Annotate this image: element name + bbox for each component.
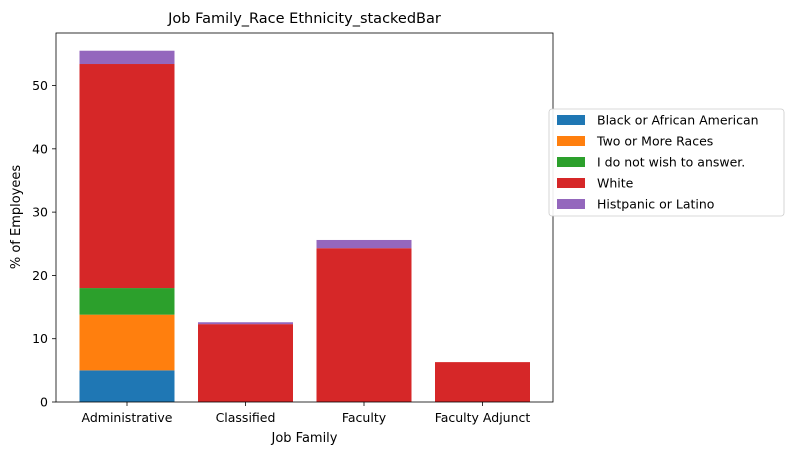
- x-tick-label: Classified: [216, 410, 276, 425]
- y-axis: 0 10 20 30 40 50: [32, 78, 56, 410]
- bar-classified-series-3: [198, 324, 293, 402]
- legend-frame: [548, 108, 785, 217]
- x-tick-label: Faculty: [342, 410, 387, 425]
- legend-swatch: [557, 115, 585, 125]
- legend: Black or African American Two or More Rac…: [548, 108, 785, 217]
- legend-swatch: [557, 136, 585, 146]
- legend-label: Black or African American: [597, 113, 759, 128]
- y-tick-label: 20: [32, 268, 48, 283]
- legend-swatch: [557, 199, 585, 209]
- bar-administrative-series-4: [79, 50, 175, 65]
- legend-label: Histpanic or Latino: [597, 197, 714, 212]
- x-axis: Administrative Classified Faculty Faculty A…: [82, 402, 531, 425]
- x-tick-label: Faculty Adjunct: [435, 410, 531, 425]
- bar-faculty-adjunct-series-3: [435, 362, 530, 402]
- plot-frame: [55, 32, 554, 403]
- bar-administrative-series-3: [79, 64, 175, 289]
- y-tick-label: 50: [32, 78, 48, 93]
- bars-group: [79, 50, 530, 402]
- bar-faculty-series-4: [316, 239, 412, 249]
- y-tick-label: 40: [32, 141, 48, 156]
- bar-administrative-series-1: [79, 314, 175, 371]
- bar-administrative-series-0: [79, 370, 175, 402]
- x-tick-label: Administrative: [82, 410, 173, 425]
- bar-classified-series-4: [198, 322, 293, 325]
- y-tick-label: 10: [32, 331, 48, 346]
- bar-administrative-series-2: [79, 288, 175, 315]
- legend-swatch: [557, 157, 585, 167]
- legend-label: I do not wish to answer.: [597, 155, 745, 170]
- x-axis-label: Job Family: [270, 431, 337, 446]
- bar-faculty-series-3: [316, 248, 412, 402]
- chart-title: Job Family_Race Ethnicity_stackedBar: [167, 11, 441, 27]
- legend-swatch: [557, 178, 585, 188]
- y-tick-label: 30: [32, 205, 48, 220]
- y-axis-label: % of Employees: [9, 165, 24, 270]
- y-tick-label: 0: [40, 395, 48, 410]
- legend-label: Two or More Races: [596, 134, 713, 149]
- legend-label: White: [597, 176, 634, 191]
